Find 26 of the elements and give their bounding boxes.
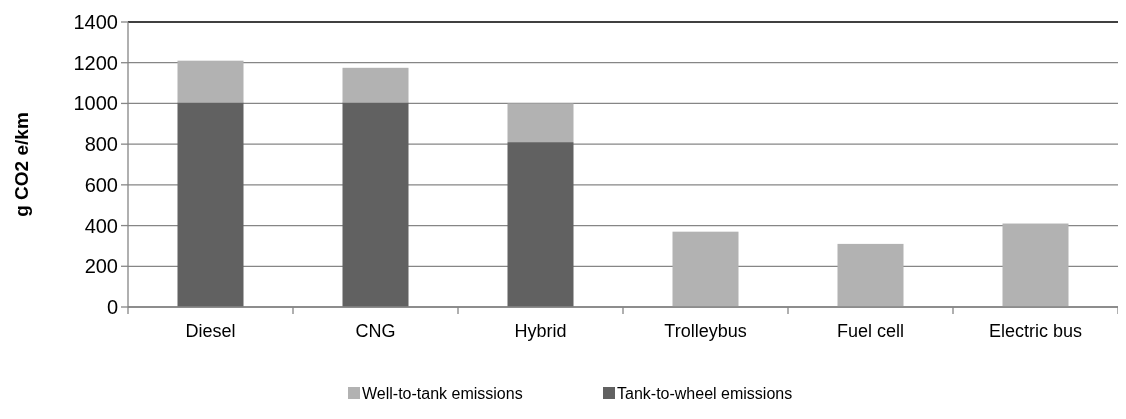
legend-label: Tank-to-wheel emissions (617, 385, 793, 402)
legend-label: Well-to-tank emissions (362, 385, 523, 402)
y-tick-label: 0 (106, 296, 118, 318)
bar (177, 102, 244, 307)
bar (507, 103, 574, 143)
y-tick-label: 200 (84, 255, 118, 278)
y-axis-title: g CO2 e/km (11, 112, 32, 217)
x-tick-label: CNG (355, 321, 396, 341)
x-tick-label: Fuel cell (836, 321, 905, 341)
y-tick-label: 400 (84, 214, 118, 237)
y-tick-label: 1000 (73, 92, 118, 115)
bar (1002, 223, 1069, 307)
bar (342, 67, 409, 103)
y-tick-label: 1200 (73, 51, 118, 74)
bar (507, 142, 574, 307)
x-tick-label: Electric bus (988, 321, 1083, 341)
x-tick-label: Hybrid (514, 321, 567, 341)
x-tick-label: Diesel (185, 321, 236, 341)
bar (342, 102, 409, 307)
bar (837, 243, 904, 307)
y-tick-label: 1400 (73, 11, 118, 33)
bar (672, 231, 739, 307)
x-tick-label: Trolleybus (664, 321, 747, 341)
bar (177, 60, 244, 103)
y-tick-label: 600 (84, 173, 118, 196)
y-tick-label: 800 (84, 133, 118, 156)
